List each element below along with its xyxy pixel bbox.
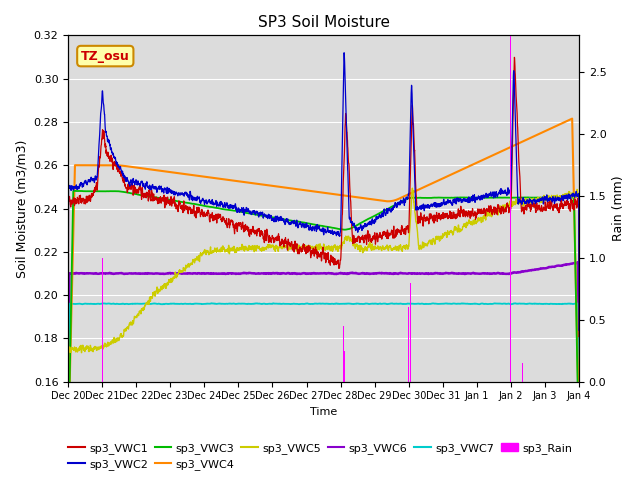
Title: SP3 Soil Moisture: SP3 Soil Moisture <box>257 15 390 30</box>
Y-axis label: Soil Moisture (m3/m3): Soil Moisture (m3/m3) <box>15 139 28 278</box>
X-axis label: Time: Time <box>310 407 337 417</box>
Y-axis label: Rain (mm): Rain (mm) <box>612 176 625 241</box>
Legend: sp3_VWC1, sp3_VWC2, sp3_VWC3, sp3_VWC4, sp3_VWC5, sp3_VWC6, sp3_VWC7, sp3_Rain: sp3_VWC1, sp3_VWC2, sp3_VWC3, sp3_VWC4, … <box>63 438 577 474</box>
Text: TZ_osu: TZ_osu <box>81 49 130 62</box>
